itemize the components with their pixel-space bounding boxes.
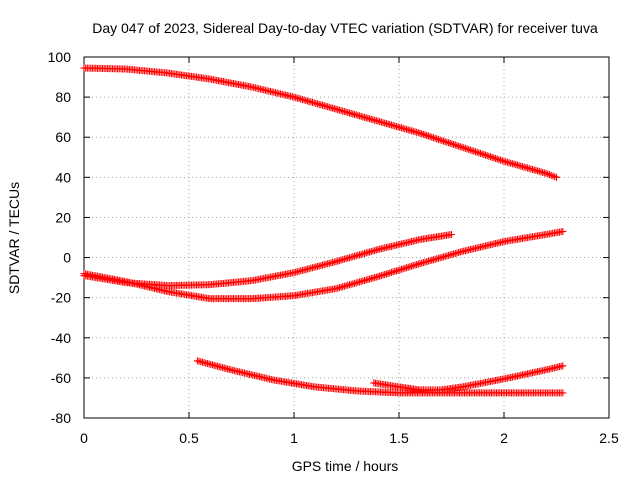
data-point-marker [438,137,446,145]
x-axis-label: GPS time / hours [292,458,399,474]
data-point-marker [445,139,453,147]
data-point-marker [461,144,469,152]
data-point-marker [451,141,459,149]
y-tick-label: -80 [51,410,71,426]
data-point-marker [434,135,442,143]
data-point-marker [471,148,479,156]
y-tick-label: 60 [55,129,71,145]
data-point-marker [463,145,471,153]
data-point-marker [495,156,503,164]
y-tick-label: 20 [55,209,71,225]
data-point-marker [497,156,505,164]
data-point-marker [551,173,559,181]
data-point-marker [416,129,424,137]
series-arc-1 [80,64,560,181]
chart-title: Day 047 of 2023, Sidereal Day-to-day VTE… [92,20,598,36]
data-point-marker [544,170,552,178]
data-point-marker [456,143,464,151]
data-point-marker [549,172,557,180]
data-point-marker [443,138,451,146]
data-point-marker [460,144,468,152]
data-point-marker [429,134,437,142]
data-point-marker [419,130,427,138]
data-marks [80,64,567,397]
data-point-marker [446,139,454,147]
series-arc-3 [80,227,567,303]
data-point-marker [488,153,496,161]
series-arc-5 [370,362,567,394]
data-point-marker [559,362,567,370]
data-point-marker [478,150,486,158]
grid [84,57,609,418]
data-point-marker [553,173,560,181]
data-point-marker [493,155,501,163]
y-axis-label: SDTVAR / TECUs [6,182,22,294]
x-tick-label: 0.5 [179,430,199,446]
data-point-marker [483,152,491,160]
data-point-marker [498,157,506,165]
data-point-marker [418,130,426,138]
data-point-marker [490,154,498,162]
x-tick-label: 0 [80,430,88,446]
y-tick-label: 80 [55,89,71,105]
data-point-marker [468,147,476,155]
data-point-marker [476,149,484,157]
data-point-marker [426,133,434,141]
data-point-marker [473,148,481,156]
x-tick-label: 2 [500,430,508,446]
data-point-marker [559,227,567,235]
axis-ticks: 0 0.5 1 1.5 2 2.5 -80 -60 -40 -20 0 20 40 60 80 100 [48,49,619,446]
data-point-marker [546,171,553,179]
data-point-marker [433,135,441,143]
data-point-marker [487,153,495,161]
data-point-marker [466,146,474,154]
x-tick-label: 2.5 [599,430,619,446]
data-point-marker [424,132,432,140]
data-point-marker [470,147,478,155]
data-point-marker [450,140,458,148]
x-tick-label: 1.5 [389,430,409,446]
data-point-marker [453,142,461,150]
data-point-marker [492,154,500,162]
data-point-marker [436,136,444,144]
data-point-marker [458,143,466,151]
y-tick-label: -20 [51,290,71,306]
plot-frame [83,56,610,419]
data-point-marker [542,169,550,177]
data-point-marker [448,230,455,238]
data-point-marker [421,131,429,139]
data-point-marker [431,134,439,142]
y-tick-label: -60 [51,370,71,386]
data-point-marker [455,142,463,150]
data-point-marker [428,133,436,141]
y-tick-label: 100 [48,49,72,65]
data-point-marker [547,171,555,179]
data-point-marker [465,145,473,153]
data-point-marker [475,149,483,157]
y-tick-label: 0 [63,250,71,266]
data-point-marker [440,137,448,145]
data-point-marker [441,138,449,146]
x-tick-label: 1 [290,430,298,446]
data-point-marker [482,151,490,159]
data-point-marker [559,389,567,397]
data-point-marker [485,152,493,160]
y-tick-label: 40 [55,169,71,185]
data-point-marker [423,131,431,139]
y-tick-label: -40 [51,330,71,346]
data-point-marker [480,151,488,159]
data-point-marker [448,140,456,148]
